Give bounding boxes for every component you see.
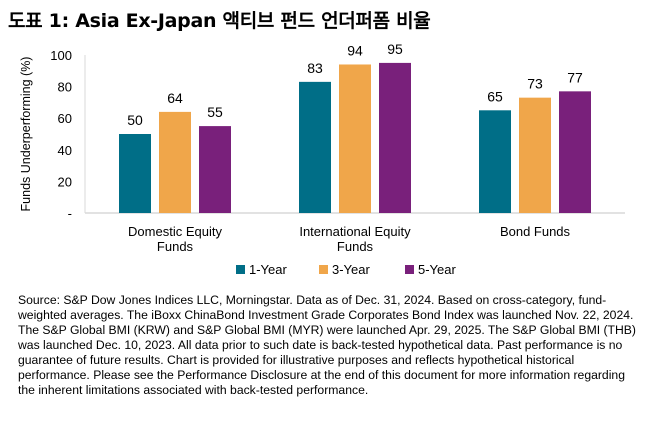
data-label: 95	[387, 41, 403, 57]
legend-swatch-5-year	[405, 265, 414, 274]
bar-3-year	[339, 64, 371, 213]
x-tick-label: Domestic Equity	[128, 224, 222, 239]
x-tick-label: Funds	[157, 239, 194, 254]
y-axis-label: Funds Underperforming (%)	[19, 57, 33, 212]
source-note: Source: S&P Dow Jones Indices LLC, Morni…	[18, 293, 636, 397]
y-tick-label: 80	[58, 80, 72, 95]
legend-swatch-1-year	[236, 265, 245, 274]
y-tick-label: 20	[58, 174, 72, 189]
bar-5-year	[379, 62, 411, 214]
data-label: 55	[207, 104, 223, 120]
bar-5-year	[559, 91, 591, 213]
data-label: 65	[487, 88, 503, 104]
x-tick-label: Funds	[337, 239, 374, 254]
legend-label: 3-Year	[332, 262, 370, 277]
data-label: 83	[307, 60, 323, 76]
data-label: 94	[347, 42, 363, 58]
y-tick-label: -	[68, 206, 72, 221]
y-tick-label: 40	[58, 143, 72, 158]
bar-chart: - 20 40 60 80 100 Funds Underperforming (%) 50 6…	[19, 41, 625, 277]
data-label: 77	[567, 69, 583, 85]
bar-1-year	[299, 81, 331, 213]
x-tick-label: International Equity	[299, 224, 411, 239]
bar-5-year	[199, 126, 231, 213]
bar-3-year	[159, 111, 191, 213]
legend-label: 1-Year	[249, 262, 287, 277]
bar-1-year	[479, 110, 511, 213]
y-tick-label: 60	[58, 111, 72, 126]
x-tick-label: Bond Funds	[500, 224, 571, 239]
bar-1-year	[119, 134, 151, 213]
chart-title: 도표 1: Asia Ex-Japan 액티브 펀드 언더퍼폼 비율	[8, 10, 431, 32]
data-label: 50	[127, 112, 143, 128]
y-tick-label: 100	[50, 48, 72, 63]
bar-3-year	[519, 97, 551, 213]
data-label: 73	[527, 76, 543, 92]
data-label: 64	[167, 90, 183, 106]
legend-swatch-3-year	[319, 265, 328, 274]
legend-label: 5-Year	[418, 262, 456, 277]
